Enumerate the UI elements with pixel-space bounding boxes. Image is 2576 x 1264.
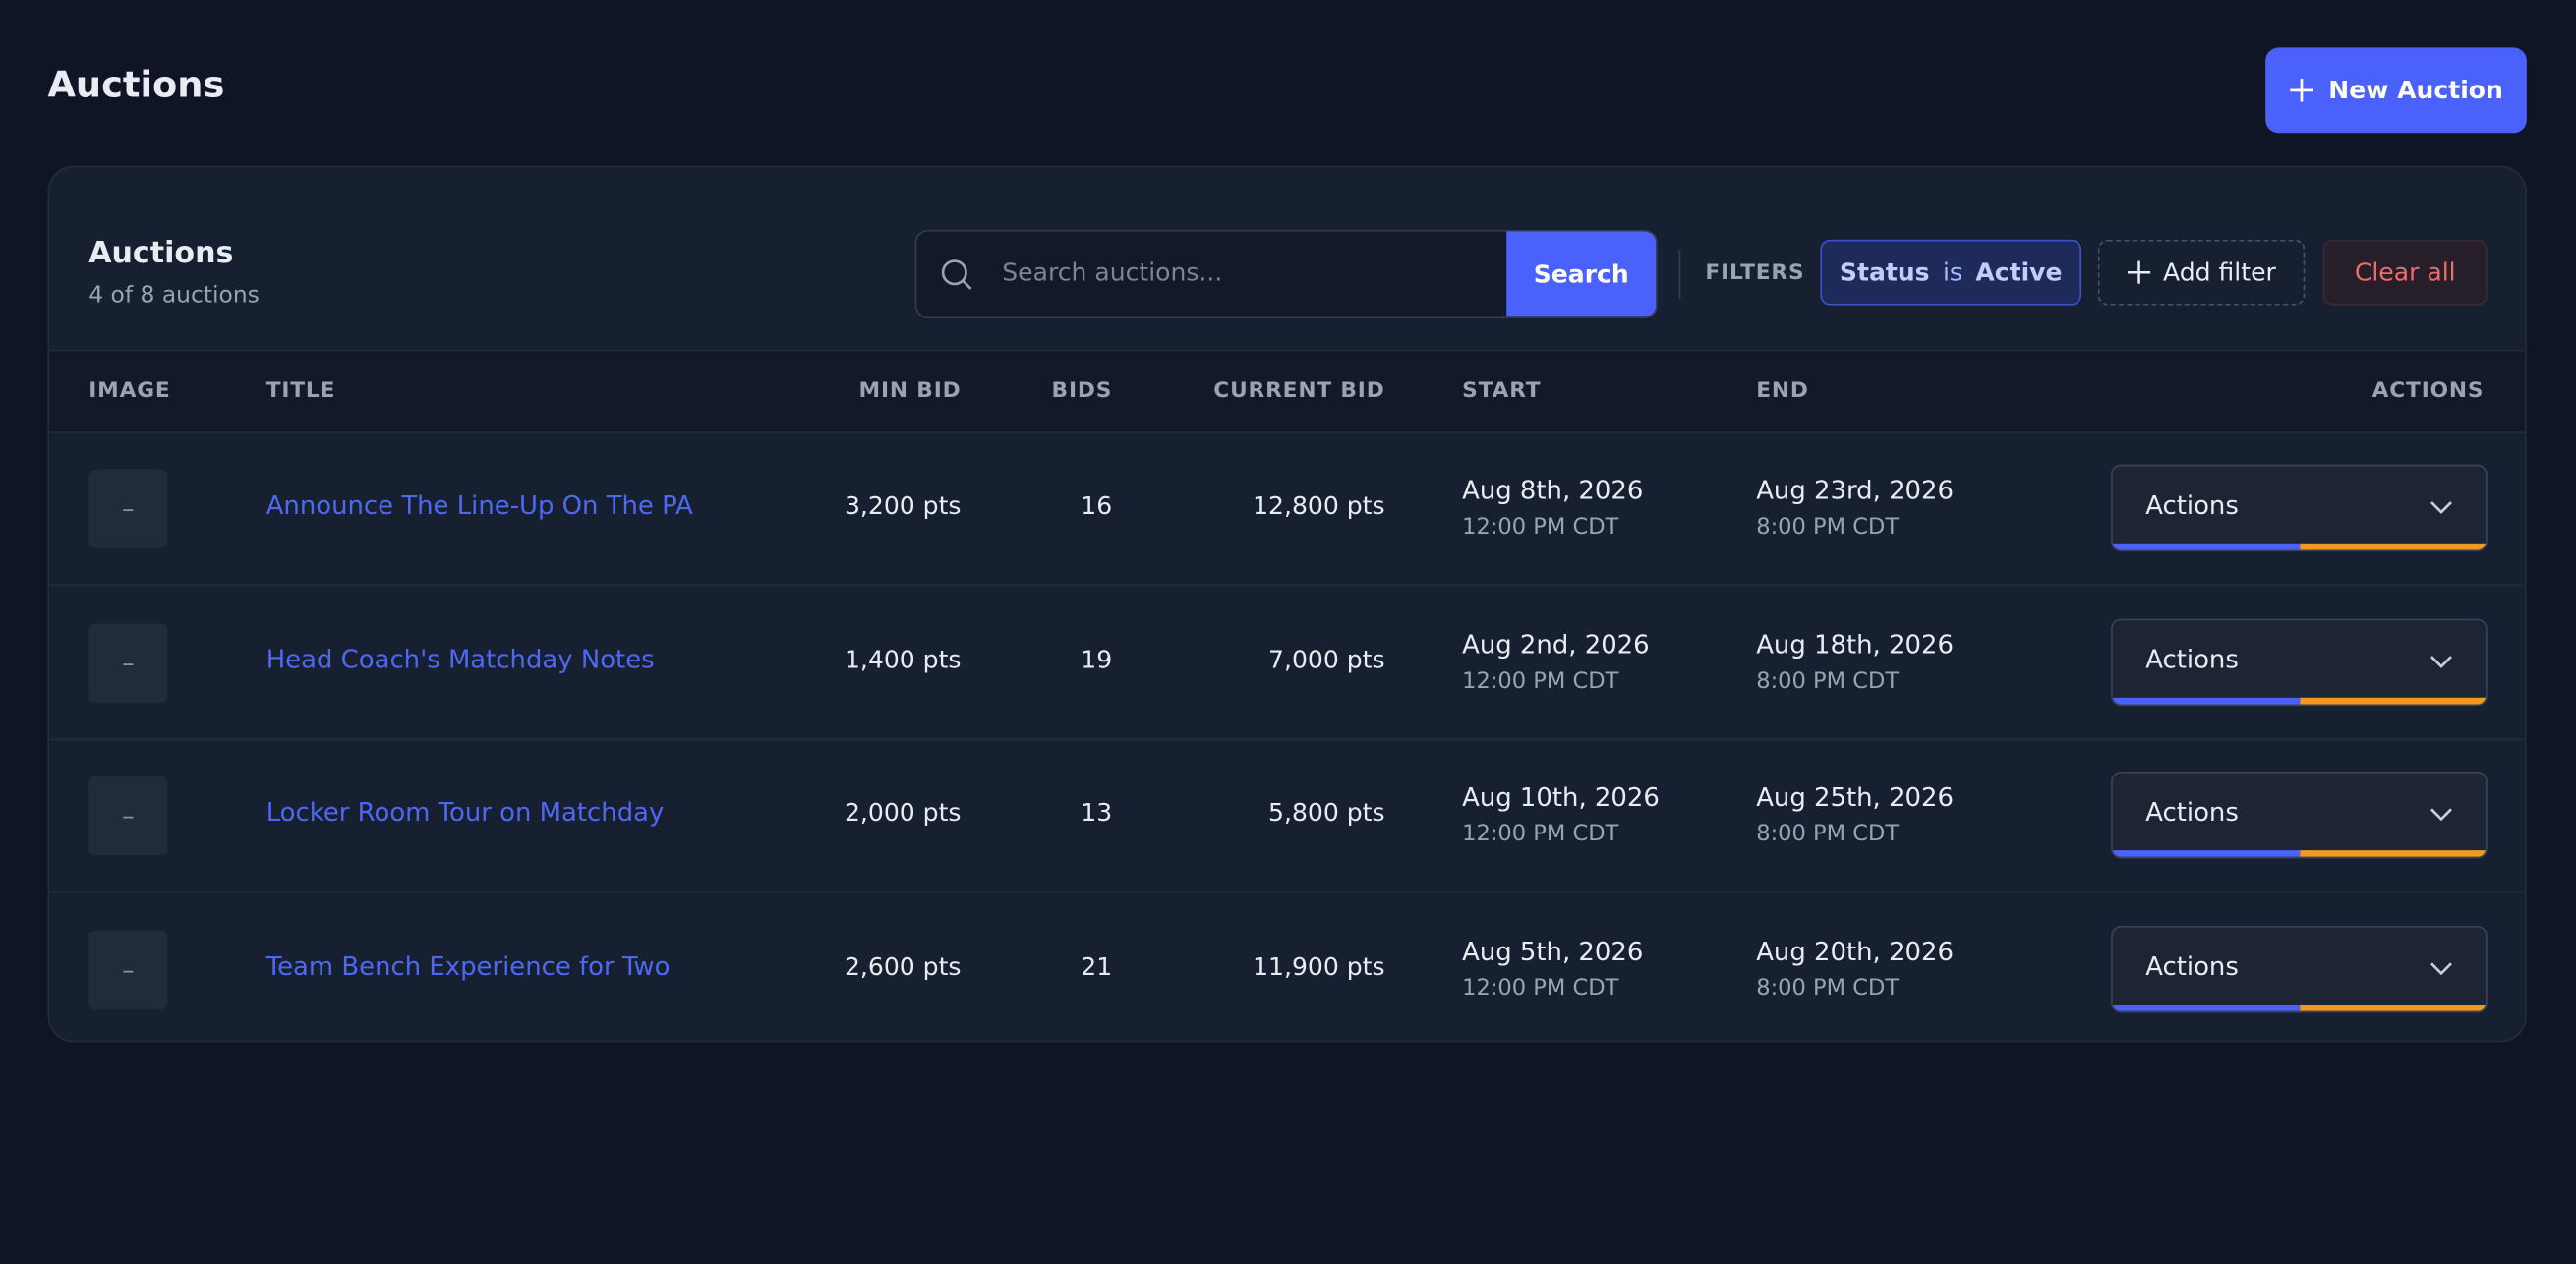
panel-subtitle: 4 of 8 auctions [88, 282, 260, 309]
new-auction-button[interactable]: New Auction [2265, 47, 2527, 134]
end-date: Aug 20th, 2026 [1756, 936, 1954, 966]
image-placeholder: – [88, 469, 168, 548]
accent-bar [2299, 850, 2487, 857]
table-header: IMAGE TITLE MIN BID BIDS CURRENT BID START END… [49, 349, 2526, 433]
panel: Auctions 4 of 8 auctions Search auctions… [47, 165, 2527, 1043]
start-date: Aug 2nd, 2026 [1462, 629, 1650, 660]
dropdown-label: Actions [2145, 490, 2239, 521]
table-row: – Head Coach's Matchday Notes 1,400 pts 19 7… [49, 585, 2526, 740]
accent-bar [2112, 543, 2300, 550]
accent-bar [2112, 850, 2300, 857]
end-time: 8:00 PM CDT [1756, 821, 1900, 847]
chevron-icon [2430, 501, 2452, 514]
page-title: Auctions [47, 65, 225, 107]
current-bid: 5,800 pts [1268, 797, 1385, 828]
accent-bar [2112, 1004, 2300, 1010]
min-bid: 2,600 pts [844, 950, 962, 981]
actions-dropdown[interactable]: Actions [2111, 617, 2488, 706]
filter-chip[interactable]: Status is Active [1820, 239, 2082, 306]
accent-bar [2299, 1004, 2487, 1010]
accent-bar [2112, 696, 2300, 704]
end-time: 8:00 PM CDT [1756, 666, 1900, 694]
button-label: Add filter [2163, 258, 2276, 288]
search-icon [941, 259, 972, 290]
accent-bar [2299, 696, 2487, 704]
panel-title: Auctions [88, 236, 234, 271]
start-time: 12:00 PM CDT [1462, 513, 1619, 541]
min-bid: 1,400 pts [844, 644, 962, 674]
dropdown-label: Actions [2145, 950, 2239, 981]
column-header: TITLE [265, 378, 336, 404]
end-date: Aug 18th, 2026 [1756, 629, 1954, 660]
start-date: Aug 5th, 2026 [1462, 936, 1644, 966]
actions-dropdown[interactable]: Actions [2111, 771, 2488, 859]
column-header: END [1756, 378, 1809, 404]
bid-count: 19 [1081, 644, 1113, 674]
min-bid: 3,200 pts [844, 490, 962, 521]
image-placeholder: – [88, 776, 168, 856]
end-time: 8:00 PM CDT [1756, 974, 1900, 1001]
start-date: Aug 8th, 2026 [1462, 476, 1644, 506]
divider [1678, 249, 1681, 299]
plus-icon [2127, 260, 2150, 284]
column-header: ACTIONS [2371, 378, 2485, 404]
search-box[interactable]: Search auctions... Search [914, 229, 1658, 319]
current-bid: 11,900 pts [1253, 950, 1385, 981]
image-placeholder: – [88, 622, 168, 702]
chip-field: Status [1839, 258, 1930, 288]
column-header: IMAGE [88, 378, 171, 404]
auction-title-link[interactable]: Team Bench Experience for Two [265, 950, 671, 981]
current-bid: 7,000 pts [1268, 644, 1385, 674]
add-filter-button[interactable]: Add filter [2097, 239, 2306, 306]
button-label: New Auction [2328, 75, 2503, 105]
plus-icon [2290, 79, 2314, 102]
table-row: – Team Bench Experience for Two 2,600 pts 2… [49, 892, 2525, 1041]
actions-dropdown[interactable]: Actions [2111, 925, 2488, 1012]
end-date: Aug 25th, 2026 [1756, 782, 1954, 813]
search-button[interactable]: Search [1506, 231, 1657, 317]
chip-op: is [1942, 258, 1962, 288]
image-placeholder: – [88, 930, 168, 1009]
filters-label: FILTERS [1705, 260, 1805, 286]
bid-count: 21 [1081, 950, 1113, 981]
chevron-icon [2430, 655, 2452, 667]
start-time: 12:00 PM CDT [1462, 821, 1619, 847]
table-row: – Locker Room Tour on Matchday 2,000 pts 13… [49, 739, 2526, 893]
dropdown-label: Actions [2145, 644, 2239, 674]
column-header: START [1462, 378, 1542, 404]
search-placeholder[interactable]: Search auctions... [1002, 258, 1223, 288]
column-header: BIDS [1051, 378, 1113, 404]
current-bid: 12,800 pts [1253, 490, 1385, 521]
start-time: 12:00 PM CDT [1462, 666, 1619, 694]
chevron-icon [2430, 961, 2452, 975]
bid-count: 13 [1081, 797, 1113, 828]
chevron-icon [2430, 808, 2452, 822]
auction-title-link[interactable]: Head Coach's Matchday Notes [265, 644, 655, 674]
table-row: – Announce The Line-Up On The PA 3,200 pts… [49, 431, 2526, 587]
min-bid: 2,000 pts [844, 797, 962, 828]
dropdown-label: Actions [2145, 797, 2239, 828]
start-date: Aug 10th, 2026 [1462, 782, 1660, 813]
end-date: Aug 23rd, 2026 [1756, 476, 1954, 506]
auction-title-link[interactable]: Locker Room Tour on Matchday [265, 797, 665, 828]
start-time: 12:00 PM CDT [1462, 974, 1619, 1001]
column-header: MIN BID [858, 378, 962, 404]
chip-value: Active [1975, 258, 2063, 288]
bid-count: 16 [1081, 490, 1113, 521]
column-header: CURRENT BID [1213, 378, 1385, 404]
accent-bar [2299, 543, 2487, 550]
clear-all-button[interactable]: Clear all [2322, 239, 2488, 306]
end-time: 8:00 PM CDT [1756, 513, 1900, 541]
actions-dropdown[interactable]: Actions [2111, 464, 2488, 552]
auction-title-link[interactable]: Announce The Line-Up On The PA [265, 490, 693, 521]
